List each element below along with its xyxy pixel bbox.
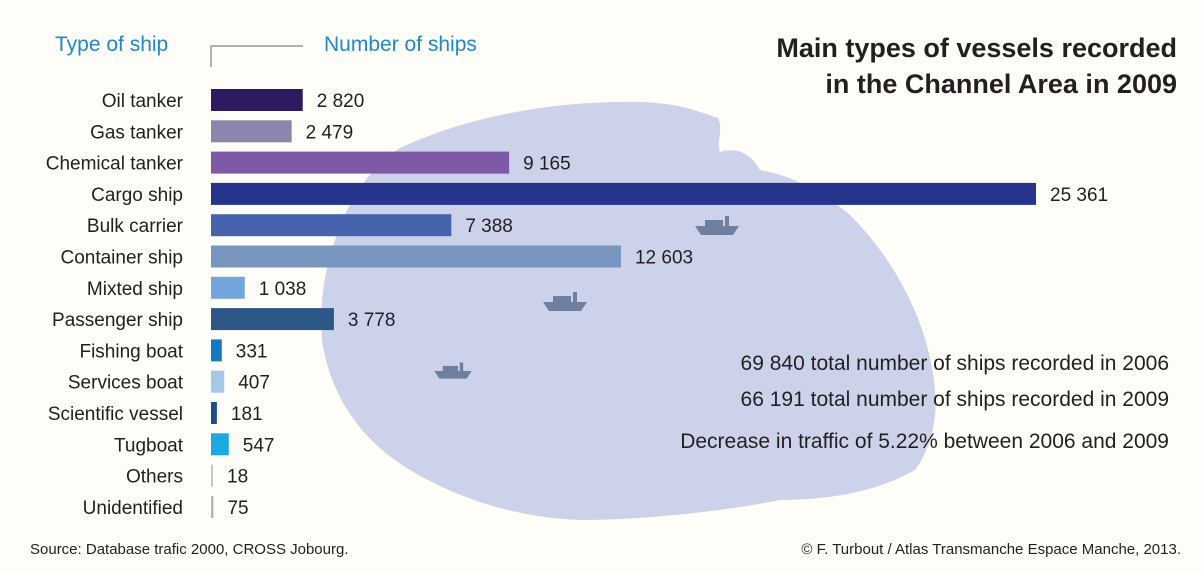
bar	[211, 276, 245, 299]
axis-tick	[210, 45, 303, 67]
value-label: 25 361	[1050, 185, 1108, 206]
value-label: 1 038	[259, 279, 307, 300]
value-label: 9 165	[523, 154, 571, 175]
title-line-2: in the Channel Area in 2009	[825, 69, 1177, 99]
header-type-of-ship: Type of ship	[55, 33, 169, 56]
ship-icons	[434, 216, 739, 379]
value-label: 18	[227, 467, 248, 488]
category-label: Services boat	[68, 373, 184, 394]
category-label: Scientific vessel	[48, 404, 183, 425]
value-label: 3 778	[348, 310, 396, 331]
bar	[211, 370, 225, 393]
category-label: Bulk carrier	[87, 216, 184, 237]
category-label: Mixted ship	[87, 279, 183, 300]
category-label: Passenger ship	[52, 310, 183, 331]
chart-title: Main types of vessels recorded in the Ch…	[657, 30, 1177, 102]
bar	[211, 464, 213, 487]
category-label: Others	[126, 467, 183, 488]
value-label: 7 388	[465, 216, 513, 237]
value-label: 547	[243, 435, 275, 456]
value-label: 75	[227, 498, 248, 519]
source-note: Source: Database trafic 2000, CROSS Jobo…	[30, 541, 349, 558]
title-line-1: Main types of vessels recorded	[776, 33, 1177, 63]
header-number-of-ships: Number of ships	[324, 33, 477, 56]
bar	[211, 89, 303, 111]
category-label: Container ship	[60, 248, 183, 269]
ship-icon	[543, 292, 587, 311]
bar	[211, 151, 510, 174]
category-label: Oil tanker	[102, 91, 184, 112]
map-island	[686, 116, 712, 134]
category-label: Gas tanker	[90, 122, 184, 143]
value-label: 181	[231, 404, 263, 425]
bar	[211, 339, 222, 362]
credit-note: © F. Turbout / Atlas Transmanche Espace …	[801, 541, 1181, 558]
bar	[211, 308, 334, 331]
bar	[211, 495, 214, 518]
value-label: 331	[236, 341, 268, 362]
value-label: 2 820	[317, 91, 365, 112]
bar	[211, 120, 292, 143]
category-label: Tugboat	[114, 435, 184, 456]
bar	[211, 214, 452, 237]
category-label: Cargo ship	[91, 185, 183, 206]
bars-group: Oil tanker 2 820 Gas tanker 2 479 Chemical t…	[46, 89, 1108, 519]
stat-decrease: Decrease in traffic of 5.22% between 200…	[680, 430, 1169, 453]
category-label: Chemical tanker	[46, 154, 184, 175]
bar	[211, 182, 1036, 205]
value-label: 407	[238, 373, 270, 394]
stat-total-2006: 69 840 total number of ships recorded in…	[740, 352, 1169, 375]
category-label: Fishing boat	[79, 341, 183, 362]
bar	[211, 402, 217, 424]
map-landmass	[321, 101, 936, 520]
ship-icon	[434, 362, 472, 379]
map-background	[321, 101, 936, 520]
category-label: Unidentified	[83, 498, 183, 519]
stat-total-2009: 66 191 total number of ships recorded in…	[740, 388, 1169, 411]
value-label: 2 479	[306, 122, 354, 143]
value-label: 12 603	[635, 248, 693, 269]
bar	[211, 245, 621, 268]
bar	[211, 433, 229, 456]
ship-icon	[695, 216, 739, 235]
